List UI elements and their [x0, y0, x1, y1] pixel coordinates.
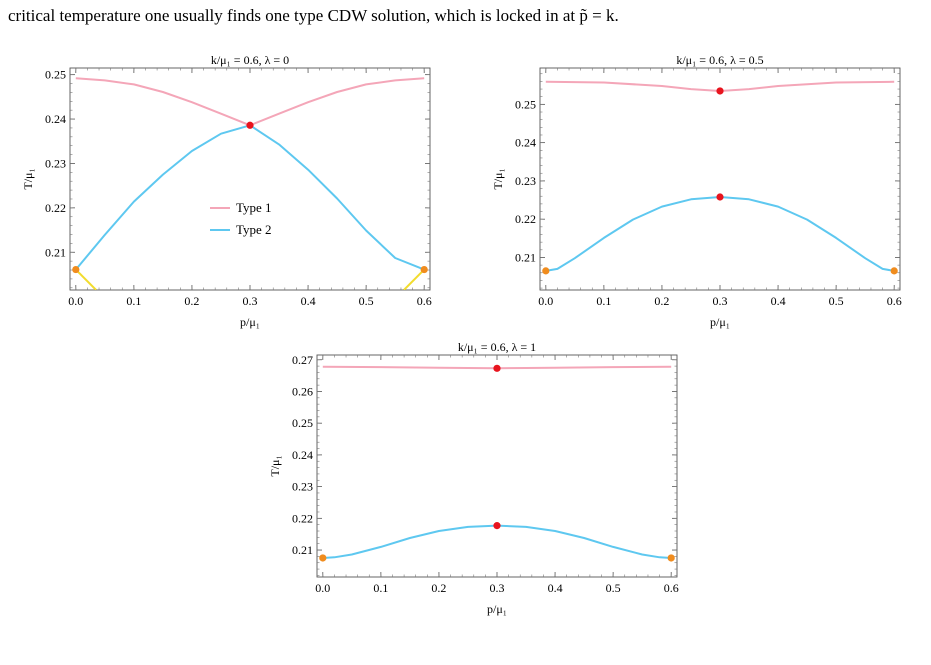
y-tick-label: 0.22 — [292, 511, 313, 525]
y-tick-label: 0.23 — [292, 480, 313, 494]
x-tick-label: 0.4 — [771, 294, 786, 308]
x-tick-label: 0.6 — [417, 294, 432, 308]
y-tick-label: 0.25 — [515, 97, 536, 111]
y-tick-label: 0.22 — [45, 201, 66, 215]
x-tick-label: 0.6 — [664, 581, 679, 595]
y-axis-label: T/μ₁ — [21, 168, 35, 189]
marker-point — [420, 265, 428, 274]
y-tick-label: 0.22 — [515, 212, 536, 226]
y-tick-label: 0.27 — [292, 353, 313, 367]
plot-frame — [539, 67, 901, 291]
plot-frame — [69, 67, 431, 291]
x-tick-label: 0.2 — [431, 581, 446, 595]
chart-lambda-0-5: k/μ₁ = 0.6, λ = 0.5 0.0 0.1 0.2 0.3 0.4 0.5 0.6… — [488, 50, 918, 340]
x-tick-label: 0.0 — [68, 294, 83, 308]
plot-frame — [316, 354, 678, 578]
y-tick-label: 0.24 — [292, 448, 313, 462]
x-tick-label: 0.0 — [538, 294, 553, 308]
x-tick-label: 0.5 — [829, 294, 844, 308]
series-type-2 — [75, 124, 425, 271]
marker-point — [667, 554, 675, 562]
chart-lambda-0-5-svg: k/μ₁ = 0.6, λ = 0.5 0.0 0.1 0.2 0.3 0.4 0.5 0.6… — [491, 53, 902, 329]
y-tick-label: 0.23 — [515, 174, 536, 188]
x-axis-label: p/μ₁ — [487, 602, 507, 616]
x-tick-label: 0.6 — [887, 294, 902, 308]
y-axis-label: T/μ₁ — [268, 455, 282, 476]
x-tick-label: 0.3 — [490, 581, 505, 595]
marker-point — [72, 265, 80, 274]
series-type-1 — [75, 77, 425, 127]
marker-point — [716, 193, 724, 201]
chart-title: k/μ₁ = 0.6, λ = 1 — [458, 340, 536, 354]
y-tick-label: 0.24 — [45, 112, 66, 126]
y-tick-label: 0.23 — [45, 156, 66, 170]
chart-title: k/μ₁ = 0.6, λ = 0.5 — [676, 53, 763, 67]
series-type-2 — [322, 524, 672, 559]
x-tick-label: 0.4 — [548, 581, 563, 595]
x-tick-label: 0.0 — [315, 581, 330, 595]
x-tick-label: 0.4 — [301, 294, 316, 308]
marker-point — [493, 522, 501, 530]
x-tick-label: 0.5 — [359, 294, 374, 308]
x-tick-label: 0.3 — [713, 294, 728, 308]
context-paragraph-line: critical temperature one usually finds o… — [8, 6, 619, 25]
series-line — [403, 268, 425, 290]
chart-title: k/μ₁ = 0.6, λ = 0 — [211, 53, 289, 67]
marker-point — [246, 121, 254, 129]
chart-lambda-1-svg: k/μ₁ = 0.6, λ = 1 0.0 0.1 0.2 0.3 0.4 0.5 0.6 0.… — [268, 340, 679, 616]
x-axis-label: p/μ₁ — [240, 315, 260, 329]
y-tick-label: 0.21 — [45, 245, 66, 259]
chart-lambda-1: k/μ₁ = 0.6, λ = 1 0.0 0.1 0.2 0.3 0.4 0.5 0.6 0.… — [265, 337, 695, 627]
marker-point — [542, 267, 550, 275]
y-tick-label: 0.21 — [515, 250, 536, 264]
y-tick-label: 0.25 — [292, 416, 313, 430]
y-tick-label: 0.26 — [292, 384, 313, 398]
marker-point — [890, 267, 898, 275]
chart-lambda-0-svg: k/μ₁ = 0.6, λ = 0 0.0 0.1 0.2 0.3 0.4 0.5 0.6 0.… — [21, 53, 432, 329]
x-tick-label: 0.1 — [373, 581, 388, 595]
legend-label: Type 1 — [236, 200, 272, 215]
x-tick-label: 0.3 — [243, 294, 258, 308]
x-tick-label: 0.2 — [654, 294, 669, 308]
x-tick-label: 0.1 — [596, 294, 611, 308]
y-tick-label: 0.21 — [292, 543, 313, 557]
x-tick-label: 0.2 — [184, 294, 199, 308]
x-tick-label: 0.5 — [606, 581, 621, 595]
x-axis-label: p/μ₁ — [710, 315, 730, 329]
y-axis-label: T/μ₁ — [491, 168, 505, 189]
marker-point — [319, 554, 327, 562]
y-tick-label: 0.25 — [45, 68, 66, 82]
marker-point — [493, 364, 501, 372]
chart-lambda-0: k/μ₁ = 0.6, λ = 0 0.0 0.1 0.2 0.3 0.4 0.5 0.6 0.… — [18, 50, 448, 340]
legend-label: Type 2 — [236, 222, 272, 237]
x-tick-label: 0.1 — [126, 294, 141, 308]
series-line — [75, 268, 97, 290]
series-type-2 — [545, 196, 895, 272]
marker-point — [716, 87, 724, 95]
y-tick-label: 0.24 — [515, 136, 536, 150]
